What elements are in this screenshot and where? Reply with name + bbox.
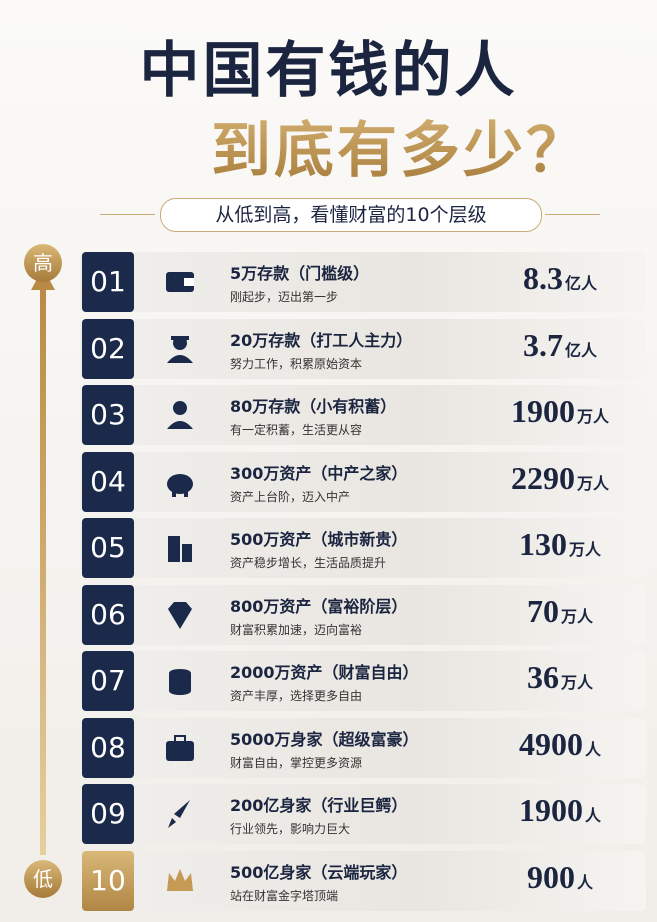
level-desc: 资产稳步增长，生活品质提升	[230, 556, 387, 570]
rank-badge: 02	[82, 318, 134, 379]
level-title: 5000万身家（超级富豪）	[230, 729, 419, 749]
count-unit: 亿人	[564, 340, 597, 360]
level-desc: 财富积累加速，迈向富裕	[230, 622, 363, 637]
level-desc: 资产丰厚，选择更多自由	[230, 689, 363, 703]
level-count: 70 万人	[470, 593, 650, 630]
count-unit: 万人	[568, 540, 601, 559]
count-number: 3.7	[522, 326, 563, 363]
rank-badge: 03	[82, 385, 134, 445]
level-count: 130 万人	[470, 526, 650, 563]
rank-badge: 05	[82, 518, 134, 578]
scale-arrow-shaft	[40, 285, 46, 855]
rank-badge: 10	[82, 850, 134, 911]
rank-badge: 01	[82, 252, 134, 312]
level-title: 80万存款（小有积蓄）	[230, 397, 397, 416]
level-desc: 行业领先，影响力巨大	[230, 822, 351, 836]
level-count: 1900 万人	[470, 393, 650, 430]
level-desc: 站在财富金字塔顶端	[230, 888, 339, 903]
count-number: 36	[526, 659, 559, 695]
level-title: 2000万资产（财富自由）	[230, 663, 419, 682]
count-unit: 万人	[576, 473, 609, 493]
level-title: 800万资产（富裕阶层）	[230, 596, 408, 616]
row-icon	[167, 401, 193, 429]
row-icon	[167, 473, 193, 497]
level-desc: 有一定积蓄，生活更从容	[230, 423, 363, 437]
row-icon	[168, 800, 190, 828]
count-number: 1900	[518, 792, 583, 828]
level-desc: 刚起步，迈出第一步	[230, 290, 339, 304]
level-count: 36 万人	[470, 659, 650, 696]
count-number: 900	[526, 858, 575, 895]
count-number: 2290	[510, 459, 575, 496]
rank-badge: 09	[82, 784, 134, 844]
level-title: 500万资产（城市新贵）	[230, 530, 408, 549]
row-icon	[168, 536, 192, 562]
count-unit: 人	[584, 806, 601, 825]
count-number: 4900	[518, 725, 583, 762]
level-count: 2290 万人	[470, 460, 650, 497]
row-icon	[167, 335, 193, 363]
count-unit: 亿人	[564, 274, 597, 293]
rank-badge: 06	[82, 584, 134, 645]
count-number: 130	[518, 526, 567, 562]
rank-badge: 08	[82, 717, 134, 778]
count-unit: 万人	[576, 407, 609, 426]
title-line2: 到底有多少？	[150, 102, 650, 189]
level-count: 1900 人	[470, 792, 650, 829]
divider	[100, 214, 155, 215]
row-icon	[168, 601, 192, 629]
level-count: 3.7 亿人	[470, 327, 650, 364]
level-title: 300万资产（中产之家）	[230, 463, 408, 483]
row-background	[80, 385, 646, 445]
row-icon	[167, 868, 193, 891]
subtitle: 从低到高，看懂财富的10个层级	[160, 198, 542, 232]
count-unit: 万人	[560, 606, 593, 626]
title-line1: 中国有钱的人	[139, 36, 518, 106]
count-unit: 万人	[560, 673, 593, 692]
level-title: 20万存款（打工人主力）	[230, 330, 413, 350]
row-icon	[166, 734, 194, 761]
row-icon	[166, 272, 194, 292]
level-title: 500亿身家（云端玩家）	[230, 862, 408, 882]
count-unit: 人	[576, 872, 593, 892]
scale-low: 低	[24, 860, 62, 898]
level-desc: 努力工作，积累原始资本	[230, 356, 363, 371]
count-unit: 人	[584, 739, 601, 759]
level-count: 4900 人	[470, 726, 650, 763]
count-number: 1900	[510, 393, 575, 429]
row-background	[80, 318, 646, 379]
scale-high: 高	[24, 244, 62, 282]
rank-badge: 07	[82, 651, 134, 711]
level-count: 900 人	[470, 859, 650, 896]
count-number: 8.3	[522, 260, 563, 296]
count-number: 70	[526, 592, 559, 629]
level-title: 200亿身家（行业巨鳄）	[230, 796, 408, 815]
rank-badge: 04	[82, 451, 134, 512]
level-desc: 财富自由，掌控更多资源	[230, 755, 363, 770]
level-count: 8.3 亿人	[470, 260, 650, 297]
level-title: 5万存款（门槛级）	[230, 264, 370, 283]
row-icon	[169, 669, 191, 695]
level-desc: 资产上台阶，迈入中产	[230, 489, 351, 504]
divider	[545, 214, 600, 215]
